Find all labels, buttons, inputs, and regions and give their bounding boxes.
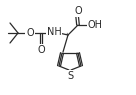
Text: ,: , <box>66 27 68 36</box>
Text: O: O <box>37 45 45 55</box>
Text: O: O <box>26 28 34 38</box>
Text: O: O <box>74 6 82 16</box>
Text: NH: NH <box>47 27 61 37</box>
Text: S: S <box>67 71 73 81</box>
Text: OH: OH <box>87 20 103 30</box>
